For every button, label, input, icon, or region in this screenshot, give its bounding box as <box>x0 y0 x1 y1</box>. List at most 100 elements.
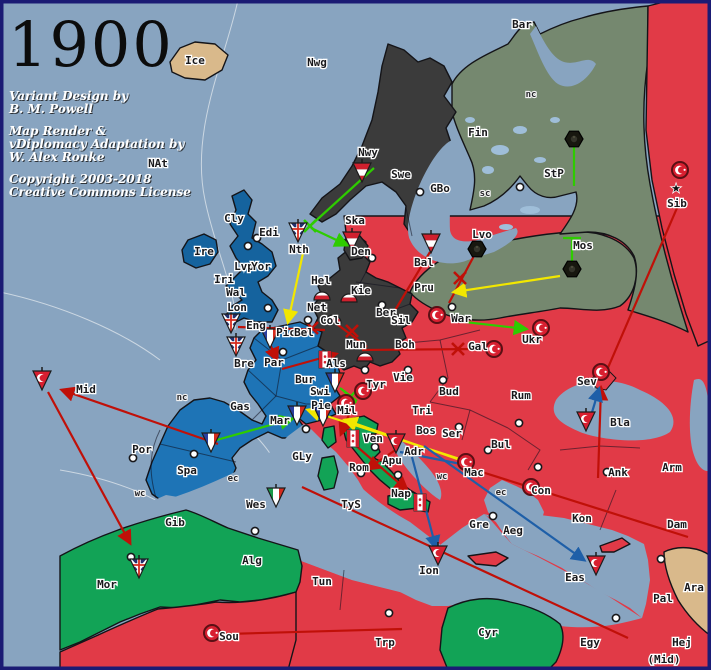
unit-turkey-Sou <box>203 624 221 642</box>
territory-label-Bla: Bla <box>610 416 630 429</box>
territory-label-Tun: Tun <box>312 575 332 588</box>
territory-label-Eas: Eas <box>565 571 585 584</box>
territory-label-Nap: Nap <box>391 487 411 500</box>
order-arrow-red <box>605 207 679 371</box>
territory-label-Bar: Bar <box>512 18 532 31</box>
territory-label-Swe: Swe <box>391 168 411 181</box>
territory-label-Ber: Ber <box>376 306 396 319</box>
territory-labels: NAt Nwg Bar Ice Nwy Swe Fin GBo StP Mos Lvo Sib Ska D… <box>75 17 705 668</box>
credit-line: B. M. Powell <box>9 102 93 116</box>
credits-block: Variant Design by B. M. Powell Map Rende… <box>9 90 191 199</box>
coast-label-ec: ec <box>496 488 507 498</box>
territory-label-Lvp: Lvp <box>234 260 254 273</box>
territory-label-Pru: Pru <box>414 281 434 294</box>
failed-order-marks <box>303 219 467 404</box>
territory-label-Mor: Mor <box>97 578 117 591</box>
territory-label-Ser: Ser <box>442 427 462 440</box>
territory-label-Hej: Hej <box>672 636 692 649</box>
territory-label-Cyr: Cyr <box>478 626 498 639</box>
territory-label-Mid: Mid <box>76 383 96 396</box>
territory-label-Net: Net <box>307 301 327 314</box>
supply-center-dot <box>356 468 366 478</box>
supply-center-dot <box>611 613 621 623</box>
territory-label-Sou: Sou <box>219 630 239 643</box>
territory-sahara <box>59 591 297 670</box>
territory-label-Bul: Bul <box>491 438 511 451</box>
territory-cyrenaica <box>439 597 564 670</box>
supply-center-dot <box>189 449 199 459</box>
territory-sardinia <box>317 455 339 491</box>
territory-label-Mar: Mar <box>270 414 290 427</box>
territory-label-Tri: Tri <box>412 404 432 417</box>
territory-label-Mos: Mos <box>573 239 593 252</box>
order-arrow-yellow <box>283 252 305 326</box>
supply-center-dot <box>656 554 666 564</box>
order-arrow-blue <box>399 450 462 466</box>
territory-label-Gas: Gas <box>230 400 250 413</box>
supply-center-dot <box>447 302 457 312</box>
territory-label-Swi: Swi <box>310 385 330 398</box>
unit-markers <box>32 130 689 642</box>
territory-label-Rum: Rum <box>511 389 531 402</box>
coast-label-nc: nc <box>526 90 537 100</box>
order-arrow-red <box>301 486 629 639</box>
supply-center-dot <box>360 365 370 375</box>
territory-label-Ska: Ska <box>345 214 365 227</box>
territory-label-NAt: NAt <box>148 157 168 170</box>
unit-turkey-Ukr <box>532 319 550 337</box>
unit-russia-Lvo <box>467 240 487 258</box>
territory-corsica <box>321 425 337 449</box>
supply-center-dot <box>370 442 380 452</box>
supply-center-dot <box>515 182 525 192</box>
unit-turkey-Sib <box>671 161 689 179</box>
unit-turkey-Con <box>522 478 540 496</box>
supply-center-dot <box>393 470 403 480</box>
supply-center-dot <box>488 511 498 521</box>
order-arrow-red <box>465 465 689 539</box>
territory-label-Als: Als <box>326 357 346 370</box>
territory-label-GBo: GBo <box>430 182 450 195</box>
unit-turkey-Tyr <box>354 382 372 400</box>
territory-label-Lvo: Lvo <box>472 228 492 241</box>
supply-center-dot <box>252 233 262 243</box>
coast-label-sc: sc <box>480 189 491 199</box>
territory-label-Rom: Rom <box>349 461 369 474</box>
failed-order-x <box>345 324 359 338</box>
territory-label-Wes: Wes <box>246 498 266 511</box>
failed-order-x <box>303 219 317 233</box>
supply-center-dot <box>243 241 253 251</box>
supply-center-dot <box>301 424 311 434</box>
unit-austria-Als <box>318 350 332 369</box>
territory-label-War: War <box>451 312 471 325</box>
supply-center-dot <box>367 253 377 263</box>
territory-label-Vie: Vie <box>393 371 413 384</box>
territory-label-Sil: Sil <box>391 314 411 327</box>
territory-label-Fin: Fin <box>468 126 488 139</box>
failed-order-x <box>451 342 465 356</box>
territory-label-Ara: Ara <box>684 581 704 594</box>
unit-turkey-Mil <box>337 394 355 412</box>
territory-label-Par: Par <box>264 356 284 369</box>
territory-label-Nwy: Nwy <box>358 146 378 159</box>
supply-center-dot <box>514 418 524 428</box>
territory-label-GLy: GLy <box>292 450 312 463</box>
territory-label-Mid: (Mid) <box>647 653 680 666</box>
territory-label-Bur: Bur <box>295 373 315 386</box>
unit-russia-Mos <box>562 260 582 278</box>
territory-label-Kon: Kon <box>572 512 592 525</box>
territory-label-Aeg: Aeg <box>503 524 523 537</box>
territory-label-Apu: Apu <box>382 454 402 467</box>
supply-center-dot <box>303 315 313 325</box>
order-arrow-green <box>310 227 350 247</box>
territory-label-Den: Den <box>351 245 371 258</box>
credit-line: vDiplomacy Adaptation by <box>9 137 185 151</box>
territory-label-Tyr: Tyr <box>366 378 386 391</box>
territory-label-Bel: Bel <box>294 326 314 339</box>
territory-label-Nth: Nth <box>289 243 309 256</box>
territory-label-Ven: Ven <box>363 432 383 445</box>
supply-center-dot <box>415 187 425 197</box>
supply-center-dot <box>533 462 543 472</box>
unit-turkey-War <box>428 306 446 324</box>
territory-label-Bal: Bal <box>414 256 434 269</box>
